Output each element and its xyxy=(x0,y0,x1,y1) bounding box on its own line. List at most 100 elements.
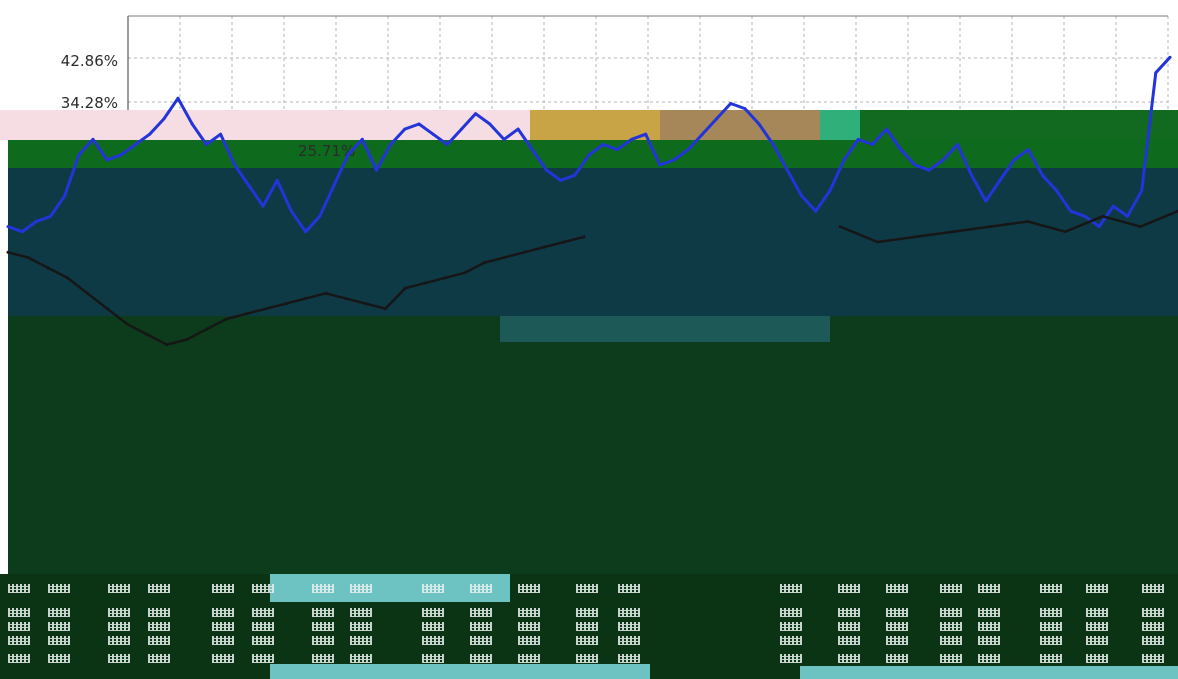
series-layer xyxy=(6,55,1178,347)
table-cell-glyph xyxy=(618,654,640,663)
table-cell-glyph xyxy=(1086,622,1108,631)
series-2-point xyxy=(264,307,268,311)
table-cell-glyph xyxy=(312,654,334,663)
series-line-2-segment-1 xyxy=(7,235,585,346)
series-2-point xyxy=(1138,225,1142,229)
series-2-point xyxy=(1063,230,1067,234)
table-cell-glyph xyxy=(1142,636,1164,645)
table-cell-glyph xyxy=(148,636,170,645)
table-cell-glyph xyxy=(8,636,30,645)
table-cell-glyph xyxy=(838,608,860,617)
series-1-point xyxy=(134,143,137,146)
series-1-point xyxy=(998,178,1002,182)
table-cell-glyph xyxy=(1040,584,1062,593)
series-2-point xyxy=(542,245,546,249)
series-1-point xyxy=(346,153,350,157)
table-cell-glyph xyxy=(148,608,170,617)
table-cell-glyph xyxy=(422,654,444,663)
table-cell-glyph xyxy=(422,636,444,645)
glitch-band-green xyxy=(860,110,1178,140)
series-2-point xyxy=(304,296,308,300)
series-1-point xyxy=(63,194,67,198)
table-cell-glyph xyxy=(252,608,274,617)
table-cell-glyph xyxy=(148,584,170,593)
table-cell-glyph xyxy=(312,622,334,631)
series-1-point xyxy=(233,163,237,167)
y-tick-label-1: 42.86% xyxy=(61,52,118,70)
table-cell-glyph xyxy=(252,584,274,593)
table-cell-glyph xyxy=(350,654,372,663)
series-2-point xyxy=(503,255,507,259)
series-2-point xyxy=(26,255,30,259)
table-cell-glyph xyxy=(312,608,334,617)
table-cell-glyph xyxy=(978,654,1000,663)
series-1-point xyxy=(1140,189,1144,193)
table-cell-glyph xyxy=(422,608,444,617)
series-2-point xyxy=(876,240,880,244)
table-cell-glyph xyxy=(470,608,492,617)
series-2-point xyxy=(165,343,169,347)
series-1-point xyxy=(6,225,10,229)
series-2-point xyxy=(582,235,586,239)
series-1-point xyxy=(1154,71,1158,75)
series-1-point xyxy=(899,148,903,152)
series-1-point xyxy=(700,132,704,136)
series-1-point xyxy=(573,173,577,177)
series-1-point xyxy=(105,158,109,162)
series-1-point xyxy=(630,137,633,141)
series-1-point xyxy=(474,112,478,116)
series-1-point xyxy=(389,143,393,146)
table-cell-glyph xyxy=(576,636,598,645)
table-cell-glyph xyxy=(1086,636,1108,645)
table-cell-glyph xyxy=(212,636,234,645)
table-cell-glyph xyxy=(780,654,802,663)
series-2-point xyxy=(838,225,842,229)
series-2-point xyxy=(205,327,209,331)
series-1-point xyxy=(743,107,747,111)
series-1-point xyxy=(49,214,52,218)
series-2-point xyxy=(483,261,487,264)
table-cell-glyph xyxy=(8,654,30,663)
table-cell-glyph xyxy=(48,608,70,617)
table-cell-glyph xyxy=(1040,608,1062,617)
table-cell-glyph xyxy=(1142,622,1164,631)
table-cell-glyph xyxy=(518,654,540,663)
glitch-band-teal xyxy=(8,168,1178,316)
series-2-point xyxy=(562,240,566,244)
table-cell-glyph xyxy=(108,622,130,631)
series-1-point xyxy=(601,143,605,146)
table-cell-glyph xyxy=(212,608,234,617)
table-cell-glyph xyxy=(576,608,598,617)
table-cell-glyph xyxy=(886,654,908,663)
table-glitch-bottom xyxy=(270,664,650,679)
table-cell-glyph xyxy=(350,622,372,631)
table-cell-glyph xyxy=(618,608,640,617)
data-table-region xyxy=(0,574,1178,679)
table-cell-glyph xyxy=(618,584,640,593)
table-cell-glyph xyxy=(252,636,274,645)
series-1-point xyxy=(417,122,421,126)
series-2-point xyxy=(1101,214,1105,218)
table-glitch-bottom-right xyxy=(800,666,1178,679)
table-cell-glyph xyxy=(1142,584,1164,593)
glitch-band-forest xyxy=(8,316,1178,574)
series-1-point xyxy=(984,199,988,203)
table-cell-glyph xyxy=(212,584,234,593)
series-1-point xyxy=(842,158,846,162)
table-cell-glyph xyxy=(780,608,802,617)
table-cell-glyph xyxy=(780,636,802,645)
table-cell-glyph xyxy=(470,636,492,645)
series-2-point xyxy=(185,338,189,341)
series-2-point xyxy=(66,276,70,280)
table-cell-glyph xyxy=(350,608,372,617)
series-1-point xyxy=(913,163,917,167)
series-1-point xyxy=(431,132,435,136)
series-2-point xyxy=(951,230,955,234)
series-2-point xyxy=(463,271,467,275)
table-cell-glyph xyxy=(886,608,908,617)
series-1-point xyxy=(162,117,166,121)
table-cell-glyph xyxy=(618,622,640,631)
series-1-point xyxy=(785,168,789,172)
table-cell-glyph xyxy=(886,584,908,593)
